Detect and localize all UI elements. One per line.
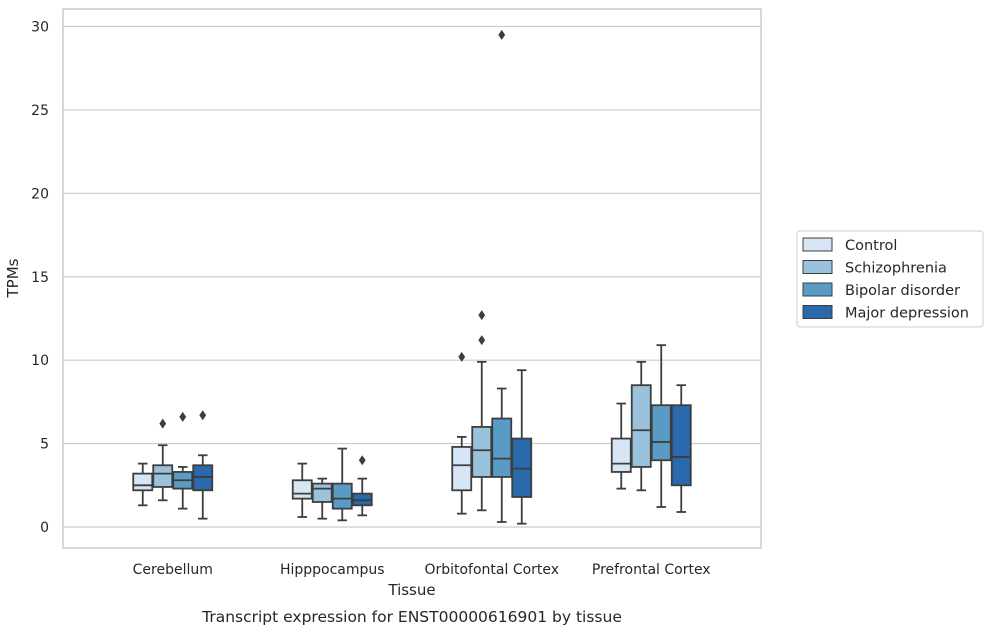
box-body xyxy=(491,417,513,478)
box-group-hipppocampus xyxy=(291,447,373,522)
box xyxy=(351,455,373,517)
outlier-point xyxy=(478,310,486,321)
box xyxy=(291,462,313,518)
legend-swatch xyxy=(802,260,833,274)
box-body xyxy=(610,437,632,473)
gridlines xyxy=(63,25,761,528)
outlier-point xyxy=(498,29,506,40)
box-body xyxy=(630,384,652,468)
box-body xyxy=(311,482,333,503)
box-group-cerebellum xyxy=(132,410,214,520)
box xyxy=(491,29,513,523)
x-axis-label: Tissue xyxy=(387,581,435,599)
legend-label: Schizophrenia xyxy=(845,261,947,277)
chart-caption: Transcript expression for ENST0000061690… xyxy=(201,608,622,626)
legend-label: Major depression xyxy=(845,306,969,322)
y-tick-label: 25 xyxy=(31,103,49,119)
box xyxy=(331,447,353,522)
box-body xyxy=(471,425,493,478)
plot-area-frame xyxy=(62,8,762,549)
y-tick-label: 10 xyxy=(31,353,49,369)
legend-label: Bipolar disorder xyxy=(845,283,960,299)
box xyxy=(192,410,214,520)
legend-frame xyxy=(796,230,984,328)
y-tick-label: 0 xyxy=(40,520,49,536)
outlier-point xyxy=(478,335,486,346)
box xyxy=(132,462,154,507)
box xyxy=(650,344,672,508)
legend-swatch xyxy=(802,305,833,319)
box xyxy=(610,402,632,490)
box-body xyxy=(132,472,154,492)
box xyxy=(172,411,194,510)
box-groups xyxy=(132,29,692,525)
x-tick-label: Hipppocampus xyxy=(280,562,385,578)
legend: Control Schizophrenia Bipolar disorder Majo… xyxy=(796,230,984,328)
box-body xyxy=(670,404,692,487)
y-axis-label: TPMs xyxy=(4,258,22,298)
outlier-point xyxy=(458,351,466,362)
legend-swatch xyxy=(802,282,833,297)
y-tick-label: 5 xyxy=(40,437,49,453)
x-tick-label: Cerebellum xyxy=(133,562,213,578)
box-body xyxy=(331,482,353,510)
box-group-orbitofontal-cortex xyxy=(451,29,533,525)
box xyxy=(511,369,533,525)
box xyxy=(152,418,174,502)
box-body xyxy=(291,479,313,500)
legend-label: Control xyxy=(845,238,897,254)
x-tick-label: Orbitofontal Cortex xyxy=(424,562,559,578)
box xyxy=(311,477,333,520)
x-axis-ticks: Cerebellum Hipppocampus Orbitofontal Corte… xyxy=(133,562,711,578)
outlier-point xyxy=(159,418,167,429)
x-tick-label: Prefrontal Cortex xyxy=(592,562,711,578)
outlier-point xyxy=(358,455,366,466)
box-group-prefrontal-cortex xyxy=(610,344,692,513)
box-body xyxy=(650,404,672,462)
box xyxy=(630,360,652,492)
box xyxy=(471,310,493,512)
box-body xyxy=(152,464,174,488)
outlier-point xyxy=(179,411,187,422)
outlier-point xyxy=(199,410,207,421)
y-tick-label: 20 xyxy=(31,186,49,202)
box xyxy=(670,384,692,513)
y-tick-label: 30 xyxy=(31,20,49,36)
box xyxy=(451,351,473,515)
box-body xyxy=(451,446,473,492)
legend-swatch xyxy=(802,237,833,252)
y-axis-ticks: 0 5 10 15 20 25 30 xyxy=(31,20,49,537)
y-tick-label: 15 xyxy=(31,270,49,286)
